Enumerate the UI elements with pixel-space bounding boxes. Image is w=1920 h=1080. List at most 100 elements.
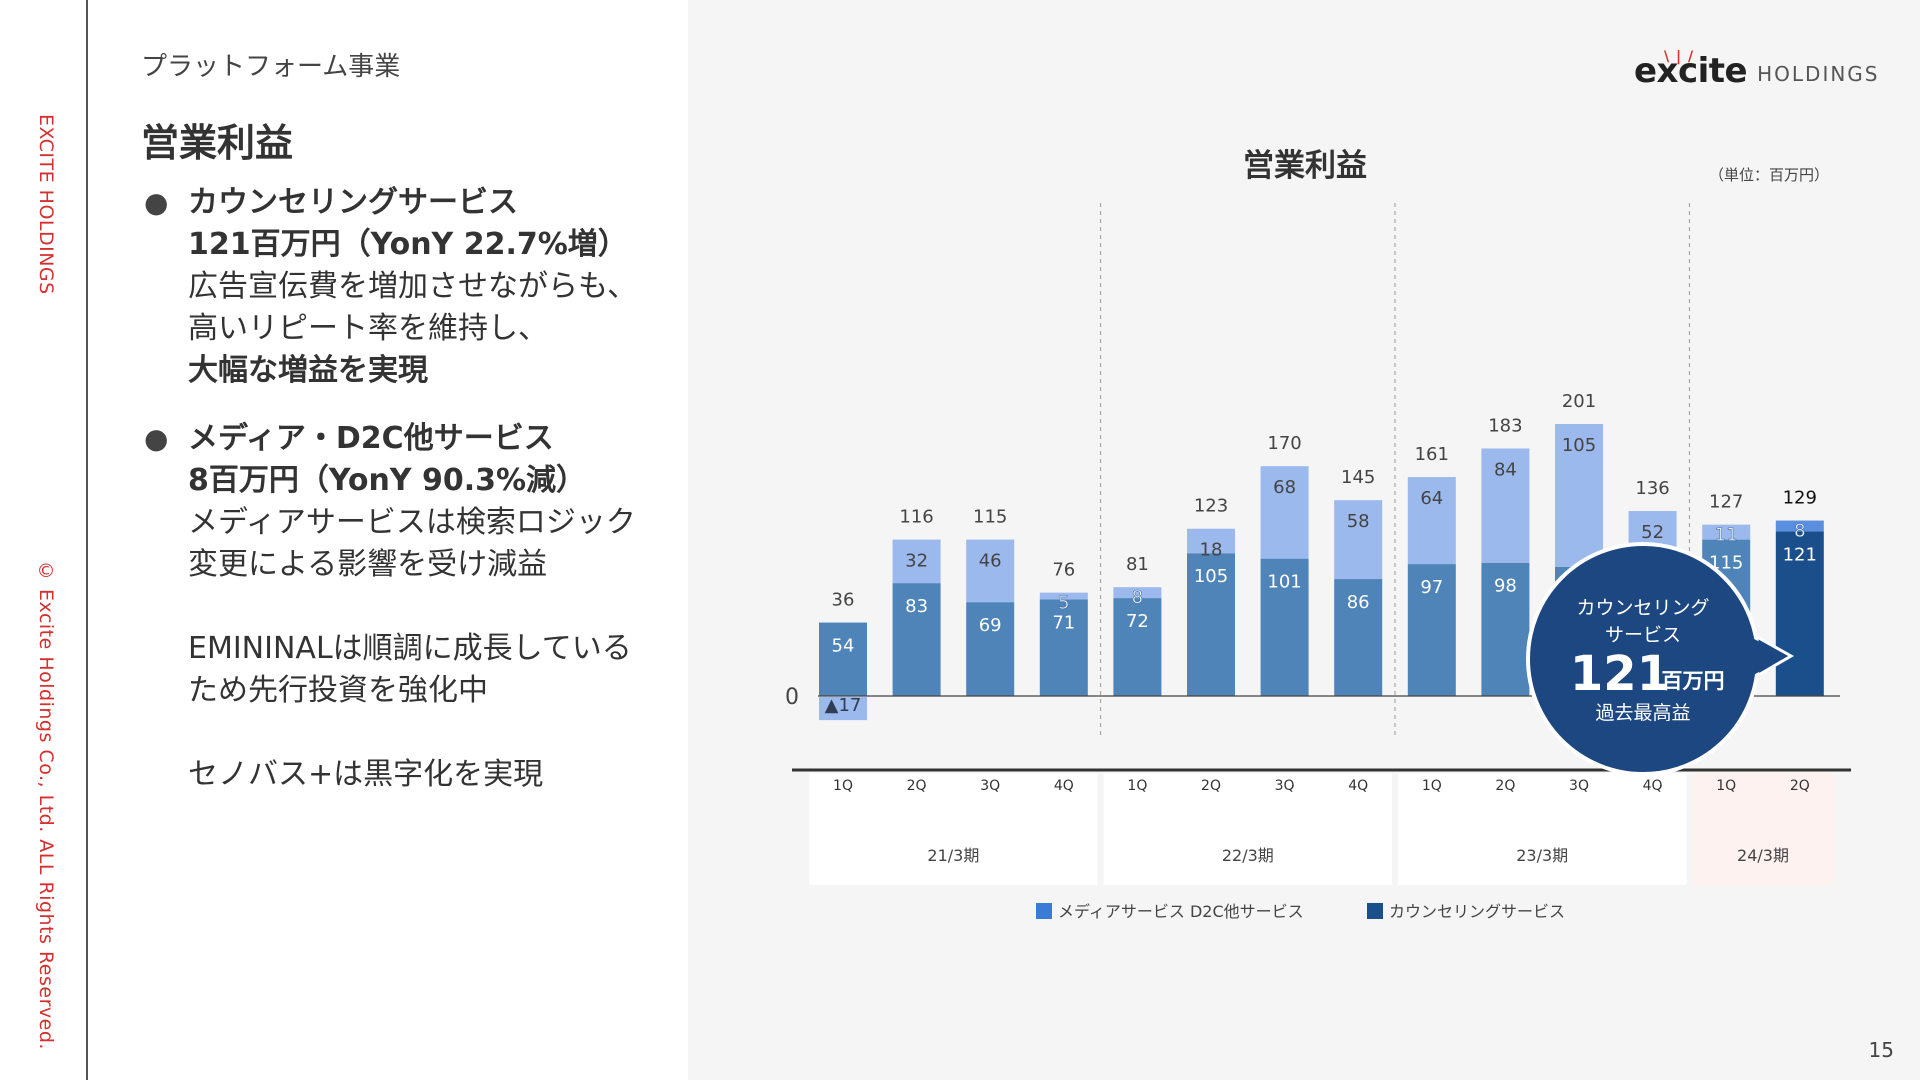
data-label-media: 32 [905, 551, 928, 572]
bar-counseling [1039, 599, 1088, 696]
bar-media [966, 539, 1015, 603]
data-label-total: 161 [1415, 444, 1449, 465]
data-label-media: 8 [1794, 521, 1805, 542]
data-label-counseling: 72 [1126, 611, 1149, 632]
logo-rays-icon: \ | / [1664, 49, 1695, 65]
chart-title: 営業利益 [1243, 148, 1367, 184]
section-label: プラットフォーム事業 [141, 52, 401, 82]
data-label-total: 81 [1126, 554, 1149, 575]
bullet-dot: ● [144, 422, 169, 455]
data-label-media: 52 [1641, 522, 1664, 543]
data-label-media: 64 [1420, 488, 1443, 509]
logo-wordmark: \ | / excite [1634, 49, 1748, 91]
data-label-counseling: 54 [832, 636, 855, 657]
bar-media [1334, 500, 1383, 580]
data-label-counseling: 115 [1709, 553, 1743, 574]
bar-counseling [966, 602, 1015, 696]
category-label: 4Q [1643, 778, 1663, 794]
category-label: 2Q [1495, 778, 1515, 794]
callout-note: 過去最高益 [1595, 702, 1690, 724]
data-label-media: 46 [979, 551, 1002, 572]
page-title: 営業利益 [141, 121, 294, 165]
category-label: 1Q [1716, 778, 1736, 794]
bullet-figure: 8百万円（YonY 90.3%減） [188, 463, 587, 498]
category-label: 4Q [1348, 778, 1368, 794]
period-cell [1692, 773, 1834, 885]
bar-media [1187, 528, 1235, 554]
bar-counseling [1481, 562, 1530, 696]
bullet-list: ● カウンセリングサービス 121百万円（YonY 22.7%増） 広告宣伝費を… [140, 182, 680, 796]
copyright-vertical: © Excite Holdings Co., Ltd. ALL Rights R… [35, 560, 57, 1050]
bar-counseling [892, 583, 941, 696]
bullet-dot: ● [144, 186, 169, 219]
bar-media [1407, 477, 1456, 565]
period-label: 22/3期 [1222, 846, 1274, 865]
legend-swatch-counseling [1367, 903, 1383, 919]
data-label-media: 105 [1562, 435, 1596, 456]
data-label-media: 5 [1058, 593, 1069, 614]
bar-media [1555, 424, 1603, 567]
bar-media [892, 539, 941, 584]
period-label: 24/3期 [1737, 846, 1789, 865]
category-label: 1Q [1422, 778, 1442, 794]
data-label-counseling: 105 [1194, 566, 1228, 587]
bar-media [819, 697, 867, 721]
category-label: 3Q [1569, 778, 1589, 794]
period-cell [1103, 773, 1392, 885]
bullet-text: EMININALは順調に成長している [188, 631, 632, 666]
period-label: 21/3期 [927, 846, 979, 865]
bar-counseling [1260, 558, 1309, 696]
callout-unit: 百万円 [1662, 669, 1725, 693]
callout-pointer-fill [1748, 636, 1788, 678]
company-name-vertical: EXCITE HOLDINGS [35, 114, 57, 295]
bar-media [1113, 587, 1162, 599]
data-label-total: 170 [1267, 433, 1301, 454]
bar-counseling [1113, 598, 1162, 696]
bullet-text: 変更による影響を受け減益 [188, 547, 548, 582]
data-label-total: 115 [973, 507, 1007, 528]
bar-counseling [1407, 564, 1456, 696]
data-label-counseling: 86 [1347, 592, 1370, 613]
left-rail: EXCITE HOLDINGS © Excite Holdings Co., L… [0, 0, 88, 1080]
period-cell [1398, 773, 1687, 885]
data-label-counseling: 101 [1267, 572, 1301, 593]
category-label: 3Q [980, 778, 1000, 794]
bullet-text: ため先行投資を強化中 [188, 673, 488, 708]
zero-label: 0 [785, 685, 799, 710]
legend-label-media: メディアサービス D2C他サービス [1058, 902, 1304, 921]
bar-media [1702, 524, 1751, 540]
data-label-total: 36 [832, 590, 855, 611]
bullet-text: メディアサービスは検索ロジック [188, 505, 636, 540]
excite-holdings-logo: \ | / excite HOLDINGS [1634, 44, 1880, 88]
legend-swatch-media [1036, 903, 1052, 919]
operating-profit-chart: 営業利益 （単位：百万円） 0 54 ▲17 36 83 32 116 69 46 115 715 76 7… [785, 148, 1851, 921]
bullet-heading: カウンセリングサービス [188, 185, 518, 220]
data-label-total: 129 [1783, 488, 1817, 509]
data-label-total: 201 [1562, 391, 1596, 412]
data-label-media: 84 [1494, 459, 1517, 480]
bar-counseling [819, 622, 867, 696]
data-label-counseling: 97 [1420, 577, 1443, 598]
bullet-text: 広告宣伝費を増加させながらも、 [188, 269, 638, 304]
data-label-total: 116 [899, 507, 933, 528]
logo-mark-text: excite [1634, 51, 1748, 91]
bar-media [1775, 520, 1824, 532]
bar-counseling [1334, 579, 1383, 696]
callout-value: 121 [1570, 646, 1670, 702]
logo-subtext: HOLDINGS [1757, 62, 1880, 86]
bar-media [1039, 592, 1088, 600]
page-number: 15 [1868, 1038, 1894, 1062]
data-label-counseling: 69 [979, 615, 1002, 636]
data-label-counseling: 121 [1783, 544, 1817, 565]
bar-media [1481, 448, 1530, 563]
callout-line2: サービス [1605, 624, 1681, 646]
data-label-total: 127 [1709, 492, 1743, 513]
data-label-media: 68 [1273, 477, 1296, 498]
data-label-media: ▲17 [825, 695, 862, 716]
data-label-media: 18 [1200, 540, 1223, 561]
period-label: 23/3期 [1516, 846, 1568, 865]
data-label-total: 145 [1341, 467, 1375, 488]
bullet-emphasis: 大幅な増益を実現 [188, 353, 428, 388]
data-label-counseling: 71 [1052, 612, 1075, 633]
category-label: 4Q [1054, 778, 1074, 794]
